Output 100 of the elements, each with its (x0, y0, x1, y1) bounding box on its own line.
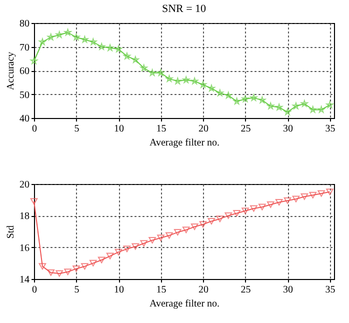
point (38, 263, 46, 270)
point (123, 246, 131, 252)
point (182, 226, 190, 234)
x-tick-label: 25 (240, 124, 251, 134)
point (166, 75, 173, 82)
y-tick-label: 70 (20, 42, 30, 54)
point (200, 81, 207, 88)
point (233, 210, 240, 217)
chart-title: SNR = 10 (162, 3, 207, 15)
point (266, 201, 274, 208)
point (216, 89, 224, 96)
point (208, 84, 215, 92)
point (38, 38, 46, 46)
point (250, 94, 258, 101)
point (56, 31, 63, 38)
y-axis-title: Std (6, 225, 16, 239)
point (64, 268, 72, 276)
x-tick-label: 10 (114, 284, 124, 296)
point (276, 104, 283, 110)
point (90, 38, 97, 46)
point (72, 265, 80, 272)
x-tick-label: 25 (240, 284, 251, 296)
point (318, 190, 325, 197)
point (250, 205, 258, 212)
x-tick-label: 30 (283, 124, 294, 134)
point (174, 229, 182, 236)
point (30, 198, 38, 205)
point (123, 52, 130, 60)
point (72, 34, 80, 40)
x-tick-label: 5 (74, 124, 80, 134)
point (106, 44, 114, 51)
point (182, 76, 190, 84)
point (140, 64, 148, 72)
x-axis-title: Average filter no. (149, 298, 220, 310)
y-axis-title: Accuracy (6, 52, 16, 90)
x-tick-label: 35 (325, 284, 336, 296)
point (242, 95, 249, 102)
point (148, 69, 156, 76)
point (174, 78, 182, 84)
x-tick-label: 5 (74, 284, 80, 296)
point (284, 108, 292, 116)
point (140, 240, 148, 247)
point (132, 243, 140, 250)
point (216, 216, 224, 222)
point (208, 218, 216, 224)
point (267, 102, 274, 110)
point (300, 193, 308, 200)
point (224, 212, 232, 219)
point (132, 56, 139, 63)
y-tick-label: 60 (20, 66, 30, 77)
y-tick-label: 20 (20, 180, 30, 190)
point (47, 34, 54, 40)
point (56, 270, 64, 277)
point (242, 208, 249, 214)
point (166, 232, 173, 239)
point (258, 96, 266, 104)
point (275, 198, 283, 206)
x-tick-label: 15 (156, 124, 166, 134)
x-tick-label: 20 (198, 124, 209, 134)
y-tick-label: 18 (20, 211, 30, 222)
point (326, 188, 334, 196)
point (81, 36, 88, 43)
point (157, 69, 164, 76)
y-tick-label: 40 (20, 114, 30, 124)
x-tick-label: 0 (32, 124, 37, 134)
point (114, 248, 122, 256)
y-tick-label: 50 (20, 90, 30, 101)
point (199, 221, 207, 228)
point (98, 256, 106, 264)
point (148, 236, 156, 244)
point (258, 204, 266, 210)
point (157, 234, 164, 242)
point (89, 260, 97, 266)
point (30, 57, 38, 64)
point (326, 101, 334, 108)
point (292, 196, 300, 202)
point (115, 45, 122, 52)
point (81, 263, 88, 270)
point (292, 102, 300, 110)
point (98, 43, 106, 50)
point (300, 100, 308, 107)
point (106, 252, 114, 260)
point (224, 92, 232, 98)
point (47, 269, 55, 276)
x-tick-label: 35 (325, 124, 336, 134)
point (309, 192, 317, 198)
y-tick-label: 80 (20, 18, 30, 30)
x-axis-title: Average filter no. (149, 138, 220, 148)
x-tick-label: 0 (32, 284, 37, 296)
x-tick-label: 20 (198, 284, 209, 296)
x-tick-label: 30 (283, 284, 294, 296)
point (309, 106, 316, 113)
y-tick-label: 16 (20, 242, 30, 254)
point (318, 106, 325, 113)
point (64, 28, 72, 36)
point (284, 197, 292, 204)
point (233, 98, 240, 104)
x-tick-label: 15 (156, 284, 166, 296)
point (191, 78, 198, 84)
y-tick-label: 14 (20, 274, 30, 286)
